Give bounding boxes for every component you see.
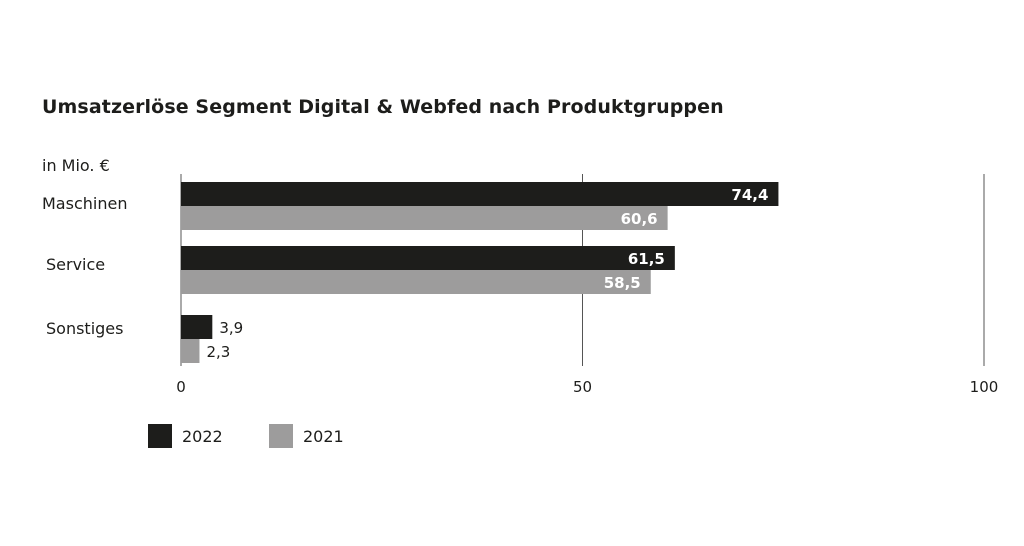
legend-label-2022: 2022 [182,426,223,446]
bar-sonstiges-2021 [181,339,200,363]
value-label-maschinen-2022: 74,4 [731,186,768,204]
bar-sonstiges-2022 [181,315,213,339]
legend-label-2021: 2021 [303,426,344,446]
bar-maschinen-2022 [181,182,779,206]
category-label-sonstiges: Sonstiges [46,319,123,338]
bar-service-2021 [181,270,651,294]
category-label-maschinen: Maschinen [42,194,127,213]
value-label-sonstiges-2021: 2,3 [206,343,230,361]
legend-swatch-2022 [148,424,172,448]
category-label-service: Service [46,255,105,274]
bar-maschinen-2021 [181,206,668,230]
value-label-service-2022: 61,5 [628,250,665,268]
x-tick-label-100: 100 [970,378,999,396]
bar-service-2022 [181,246,675,270]
value-label-sonstiges-2022: 3,9 [219,319,243,337]
unit-label: in Mio. € [42,156,110,175]
chart-title: Umsatzerlöse Segment Digital & Webfed na… [42,96,724,118]
value-label-maschinen-2021: 60,6 [621,210,658,228]
legend-item-2022: 2022 [148,424,223,448]
x-tick-label-50: 50 [573,378,592,396]
x-tick-label-0: 0 [176,378,186,396]
value-label-service-2021: 58,5 [604,274,641,292]
legend-item-2021: 2021 [269,424,344,448]
legend-swatch-2021 [269,424,293,448]
